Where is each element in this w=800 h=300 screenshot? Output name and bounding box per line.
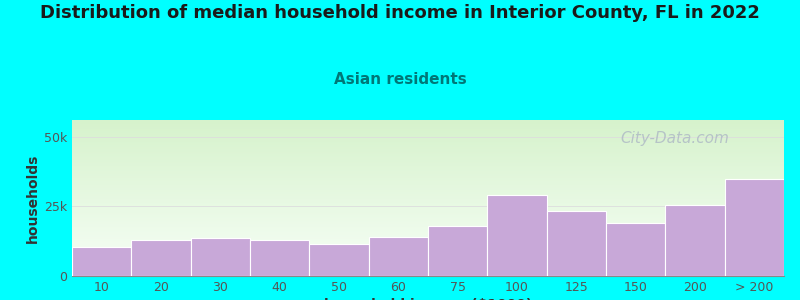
Bar — [310, 244, 369, 276]
Bar — [72, 247, 131, 276]
Bar — [250, 240, 310, 276]
Bar — [606, 223, 666, 276]
Bar — [546, 211, 606, 276]
Bar — [190, 238, 250, 276]
Text: City-Data.com: City-Data.com — [620, 131, 729, 146]
Bar — [487, 195, 546, 276]
Text: Asian residents: Asian residents — [334, 72, 466, 87]
Bar — [725, 178, 784, 276]
Bar — [369, 237, 428, 276]
Y-axis label: households: households — [26, 153, 40, 243]
Bar — [666, 205, 725, 276]
Bar — [428, 226, 487, 276]
Bar — [131, 240, 190, 276]
Text: Distribution of median household income in Interior County, FL in 2022: Distribution of median household income … — [40, 4, 760, 22]
X-axis label: household income ($1000): household income ($1000) — [324, 298, 532, 300]
